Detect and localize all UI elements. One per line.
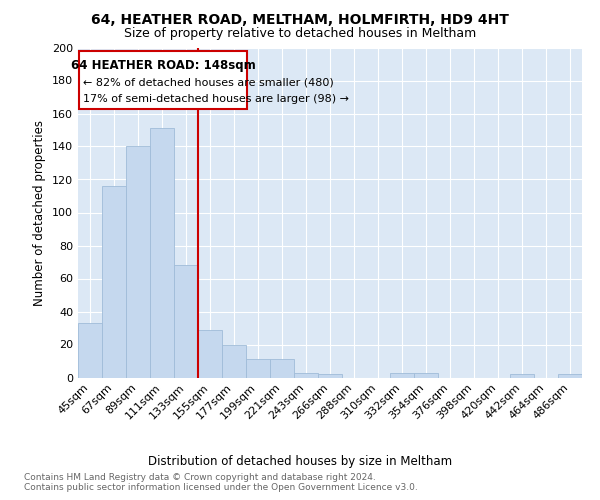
Text: 64, HEATHER ROAD, MELTHAM, HOLMFIRTH, HD9 4HT: 64, HEATHER ROAD, MELTHAM, HOLMFIRTH, HD… xyxy=(91,12,509,26)
Text: Contains HM Land Registry data © Crown copyright and database right 2024.
Contai: Contains HM Land Registry data © Crown c… xyxy=(24,473,418,492)
Bar xyxy=(174,266,198,378)
Bar xyxy=(222,344,246,378)
Y-axis label: Number of detached properties: Number of detached properties xyxy=(34,120,46,306)
Bar xyxy=(102,186,126,378)
Bar xyxy=(318,374,342,378)
FancyBboxPatch shape xyxy=(79,51,247,108)
Bar xyxy=(294,372,318,378)
Bar xyxy=(510,374,534,378)
Text: 17% of semi-detached houses are larger (98) →: 17% of semi-detached houses are larger (… xyxy=(83,94,349,104)
Text: ← 82% of detached houses are smaller (480): ← 82% of detached houses are smaller (48… xyxy=(83,77,334,87)
Text: 64 HEATHER ROAD: 148sqm: 64 HEATHER ROAD: 148sqm xyxy=(71,59,256,72)
Bar xyxy=(414,372,438,378)
Text: Size of property relative to detached houses in Meltham: Size of property relative to detached ho… xyxy=(124,28,476,40)
Bar xyxy=(270,360,294,378)
Bar xyxy=(126,146,150,378)
Text: Distribution of detached houses by size in Meltham: Distribution of detached houses by size … xyxy=(148,455,452,468)
Bar xyxy=(390,372,414,378)
Bar xyxy=(78,323,102,378)
Bar xyxy=(246,360,270,378)
Bar xyxy=(558,374,582,378)
Bar xyxy=(150,128,174,378)
Bar xyxy=(198,330,222,378)
